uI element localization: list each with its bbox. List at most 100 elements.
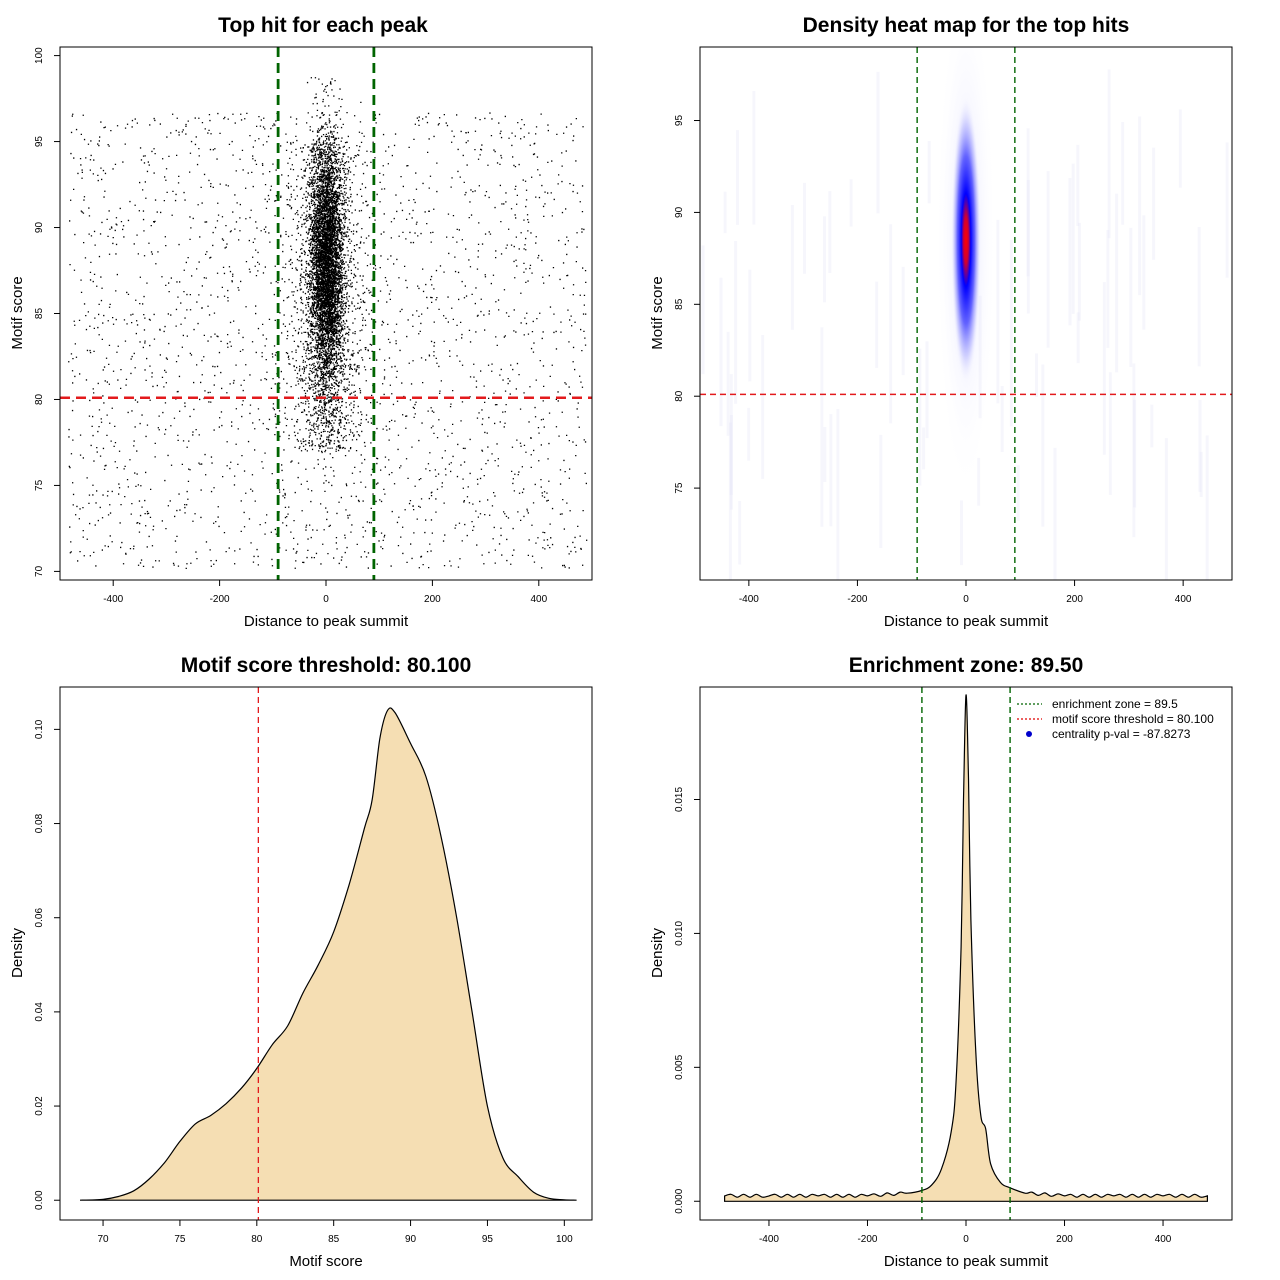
- heatmap-background-cell: [925, 341, 929, 439]
- scatter-y-tick-label: 85: [34, 308, 45, 320]
- heatmap-background-cell: [1076, 312, 1080, 364]
- heatmap-background-cell: [1152, 147, 1156, 260]
- legend-item-threshold: motif score threshold = 80.100: [1017, 712, 1214, 726]
- heatmap-background-cell: [901, 266, 905, 376]
- heatmap-background-cell: [875, 281, 879, 368]
- distance-density-x-axis: -400 -200 0 200 400: [759, 1220, 1172, 1245]
- legend-label-enrichment-zone: enrichment zone = 89.5: [1052, 697, 1178, 711]
- score-density-x-tick-label: 90: [405, 1234, 417, 1245]
- heatmap-background-cell: [836, 409, 840, 580]
- scatter-x-tick-label: 200: [424, 594, 441, 605]
- heatmap-x-tick-label: 400: [1175, 594, 1192, 605]
- heatmap-background-cell: [1068, 178, 1072, 326]
- distance-density-x-label: Distance to peak summit: [884, 1253, 1049, 1270]
- heatmap-panel: Density heat map for the top hits -400 -2…: [649, 14, 1233, 630]
- distance-density-y-axis: 0.000 0.005 0.010 0.015: [674, 787, 700, 1214]
- heatmap-background-cell: [723, 191, 727, 234]
- heatmap-y-tick-label: 85: [674, 298, 685, 310]
- heatmap-background-cell: [790, 205, 794, 330]
- heatmap-background-cell: [922, 427, 926, 470]
- heatmap-background-cell: [719, 277, 723, 427]
- heatmap-y-axis: 75 80 85 90 95: [674, 115, 700, 494]
- score-density-x-tick-label: 75: [174, 1234, 186, 1245]
- distance-density-y-tick-label: 0.000: [674, 1188, 685, 1213]
- heatmap-background-cell: [1107, 69, 1111, 239]
- heatmap-background-cell: [1016, 465, 1020, 521]
- heatmap-background-cell: [1000, 386, 1004, 452]
- heatmap-background-cell: [1053, 447, 1057, 580]
- heatmap-background-cell: [729, 415, 733, 510]
- distance-density-x-tick-label: 0: [963, 1234, 969, 1245]
- scatter-y-tick-label: 80: [34, 393, 45, 405]
- heatmap-background-cell: [1041, 364, 1045, 527]
- heatmap-x-tick-label: -200: [847, 594, 867, 605]
- heatmap-background-cell: [1142, 215, 1146, 330]
- score-density-x-tick-label: 95: [482, 1234, 494, 1245]
- heatmap-background-cell: [803, 182, 806, 274]
- score-density-y-label: Density: [9, 927, 26, 978]
- heatmap-background-cell: [1102, 282, 1106, 455]
- heatmap-background-cell: [1199, 451, 1203, 497]
- heatmap-background-cell: [1133, 399, 1137, 508]
- heatmap-background-cell: [1106, 230, 1110, 348]
- heatmap-x-tick-label: 0: [963, 594, 969, 605]
- legend-item-centrality: centrality p-val = -87.8273: [1026, 727, 1191, 741]
- heatmap-background-cell: [736, 130, 739, 225]
- heatmap-background-cell: [747, 407, 751, 461]
- score-density-y-tick-label: 0.08: [34, 813, 45, 833]
- heatmap-background-cell: [701, 245, 705, 375]
- heatmap-background-cell: [1129, 227, 1133, 367]
- scatter-reference-lines: [60, 47, 592, 580]
- heatmap-background-cell: [726, 331, 730, 436]
- heatmap-background-cell: [734, 241, 738, 404]
- distance-density-x-tick-label: 400: [1155, 1234, 1172, 1245]
- scatter-x-tick-label: 0: [323, 594, 329, 605]
- heatmap-background-cell: [1205, 435, 1209, 580]
- distance-density-curve: [724, 694, 1208, 1202]
- scatter-panel: Top hit for each peak -400 -200 0 200 400 70…: [9, 14, 593, 630]
- score-density-curve: [79, 707, 577, 1201]
- heatmap-background-cell: [1132, 363, 1136, 538]
- heatmap-background-cell: [1026, 128, 1030, 277]
- heatmap-background-cell: [996, 219, 1000, 404]
- score-density-y-tick-label: 0.02: [34, 1096, 45, 1116]
- score-density-title: Motif score threshold: 80.100: [181, 654, 472, 677]
- heatmap-background-cell: [823, 216, 826, 303]
- scatter-points: [68, 77, 588, 569]
- heatmap-background-cell: [1077, 222, 1081, 321]
- heatmap-x-tick-label: -400: [739, 594, 759, 605]
- heatmap-cells: [701, 47, 1229, 580]
- score-density-x-tick-label: 70: [97, 1234, 109, 1245]
- heatmap-background-cell: [1108, 372, 1112, 495]
- distance-density-x-tick-label: -200: [857, 1234, 877, 1245]
- distance-density-y-tick-label: 0.005: [674, 1054, 685, 1079]
- heatmap-background-cell: [1076, 144, 1080, 226]
- score-density-y-axis: 0.00 0.02 0.04 0.06 0.08 0.10: [34, 719, 60, 1210]
- heatmap-background-streaks: [701, 69, 1229, 580]
- scatter-y-axis: 70 75 80 85 90 95 100: [34, 47, 60, 577]
- heatmap-background-cell: [1115, 193, 1119, 373]
- heatmap-background-cell: [728, 422, 732, 580]
- score-density-panel: Motif score threshold: 80.100 70 75 80 85 90…: [9, 654, 593, 1270]
- scatter-y-tick-label: 95: [34, 136, 45, 148]
- scatter-y-tick-label: 90: [34, 222, 45, 234]
- distance-density-title: Enrichment zone: 89.50: [849, 654, 1084, 677]
- scatter-x-tick-label: 400: [530, 594, 547, 605]
- heatmap-background-cell: [889, 224, 893, 424]
- distance-density-y-tick-label: 0.010: [674, 920, 685, 945]
- heatmap-y-tick-label: 90: [674, 206, 685, 218]
- score-density-y-tick-label: 0.00: [34, 1190, 45, 1210]
- legend-point-blue: [1026, 731, 1032, 737]
- distance-density-y-label: Density: [649, 927, 666, 978]
- heatmap-background-cell: [1225, 142, 1229, 278]
- legend-label-threshold: motif score threshold = 80.100: [1052, 712, 1214, 726]
- score-density-y-tick-label: 0.06: [34, 908, 45, 928]
- legend-label-centrality: centrality p-val = -87.8273: [1052, 727, 1191, 741]
- scatter-y-tick-label: 75: [34, 479, 45, 491]
- heatmap-density-peak: [951, 94, 981, 385]
- distance-density-x-tick-label: 200: [1056, 1234, 1073, 1245]
- heatmap-background-cell: [1035, 353, 1038, 397]
- heatmap-background-cell: [960, 500, 963, 566]
- legend-item-enrichment-zone: enrichment zone = 89.5: [1017, 697, 1178, 711]
